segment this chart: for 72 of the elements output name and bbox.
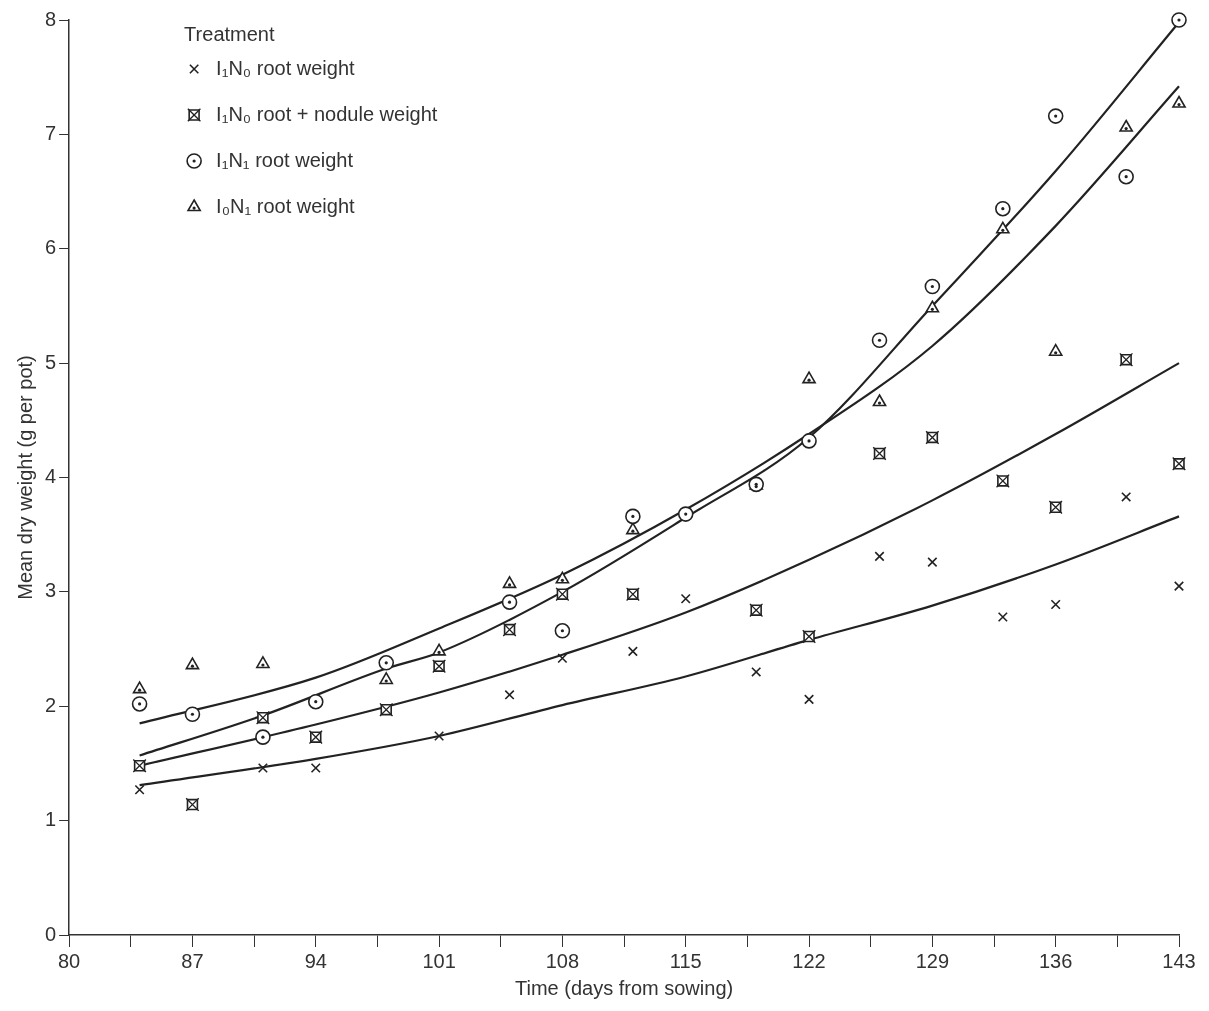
legend-label: I₀N₁ root weight xyxy=(216,194,355,217)
point xyxy=(257,762,268,774)
point xyxy=(307,693,324,710)
point xyxy=(801,433,817,449)
x-tick-label: 143 xyxy=(1162,949,1196,972)
point xyxy=(925,300,940,313)
y-tick-label: 7 xyxy=(45,121,57,144)
point xyxy=(625,508,641,525)
y-tick-label: 2 xyxy=(45,693,57,716)
point xyxy=(995,221,1010,234)
point xyxy=(131,696,148,712)
point xyxy=(504,689,515,700)
point xyxy=(132,681,147,694)
point xyxy=(1048,343,1063,356)
point xyxy=(555,571,570,584)
point xyxy=(1173,581,1185,592)
point xyxy=(927,557,938,568)
y-tick-label: 6 xyxy=(45,236,57,259)
point xyxy=(1121,491,1132,502)
y-tick-label: 1 xyxy=(45,808,57,831)
y-tick-label: 3 xyxy=(45,579,57,602)
point xyxy=(627,646,638,657)
legend-title: Treatment xyxy=(184,22,275,45)
point xyxy=(802,371,816,384)
point xyxy=(924,278,941,295)
point xyxy=(1119,119,1134,132)
x-tick-label: 87 xyxy=(181,949,204,972)
x-tick-label: 115 xyxy=(669,949,702,972)
point xyxy=(255,729,271,745)
x-tick-label: 101 xyxy=(422,949,456,972)
point xyxy=(134,784,145,795)
point xyxy=(1172,95,1186,108)
point xyxy=(871,332,888,349)
y-tick-label: 5 xyxy=(45,350,57,373)
y-tick-label: 4 xyxy=(45,465,57,488)
point xyxy=(256,656,270,669)
x-tick-label: 108 xyxy=(545,949,580,972)
x-tick-label: 136 xyxy=(1038,949,1073,972)
point xyxy=(1047,108,1064,124)
point xyxy=(310,762,321,774)
x-tick-label: 94 xyxy=(304,949,327,972)
x-tick-label: 129 xyxy=(915,949,950,972)
point xyxy=(1050,599,1061,610)
point xyxy=(995,200,1011,217)
point xyxy=(997,611,1008,623)
legend-label: I₁N₀ root weight xyxy=(216,56,355,79)
point xyxy=(751,666,762,677)
point xyxy=(557,653,568,664)
x-tick-label: 122 xyxy=(792,949,826,972)
y-tick-label: 0 xyxy=(45,922,57,945)
point xyxy=(378,654,395,671)
point xyxy=(1118,168,1134,185)
x-axis-title: Time (days from sowing) xyxy=(514,976,734,999)
legend-label: I₁N₀ root + nodule weight xyxy=(216,102,438,125)
point xyxy=(184,706,201,723)
point xyxy=(434,730,445,742)
y-tick-label: 8 xyxy=(45,7,57,30)
point xyxy=(554,622,571,639)
y-axis-title: Mean dry weight (g per pot) xyxy=(13,355,36,600)
point xyxy=(677,506,694,522)
point xyxy=(501,594,518,610)
x-tick-label: 80 xyxy=(58,949,81,972)
point xyxy=(185,657,200,670)
point xyxy=(432,643,446,656)
point xyxy=(680,593,691,604)
legend-label: I₁N₁ root weight xyxy=(216,148,354,171)
point xyxy=(502,576,517,589)
point xyxy=(1171,12,1187,28)
point xyxy=(872,394,887,407)
point xyxy=(874,551,885,562)
point xyxy=(379,672,394,685)
point xyxy=(804,694,815,705)
